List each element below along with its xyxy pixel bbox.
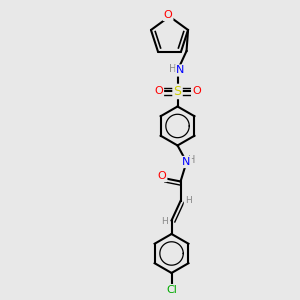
Text: O: O bbox=[192, 86, 201, 97]
Text: O: O bbox=[154, 86, 163, 97]
Text: H: H bbox=[188, 155, 196, 166]
Text: S: S bbox=[173, 85, 181, 98]
Text: N: N bbox=[176, 65, 185, 76]
Text: N: N bbox=[182, 157, 191, 167]
Text: O: O bbox=[164, 10, 172, 20]
Text: H: H bbox=[169, 64, 177, 74]
Text: H: H bbox=[185, 196, 191, 205]
Text: H: H bbox=[161, 217, 167, 226]
Text: Cl: Cl bbox=[166, 285, 177, 295]
Text: O: O bbox=[158, 171, 166, 181]
